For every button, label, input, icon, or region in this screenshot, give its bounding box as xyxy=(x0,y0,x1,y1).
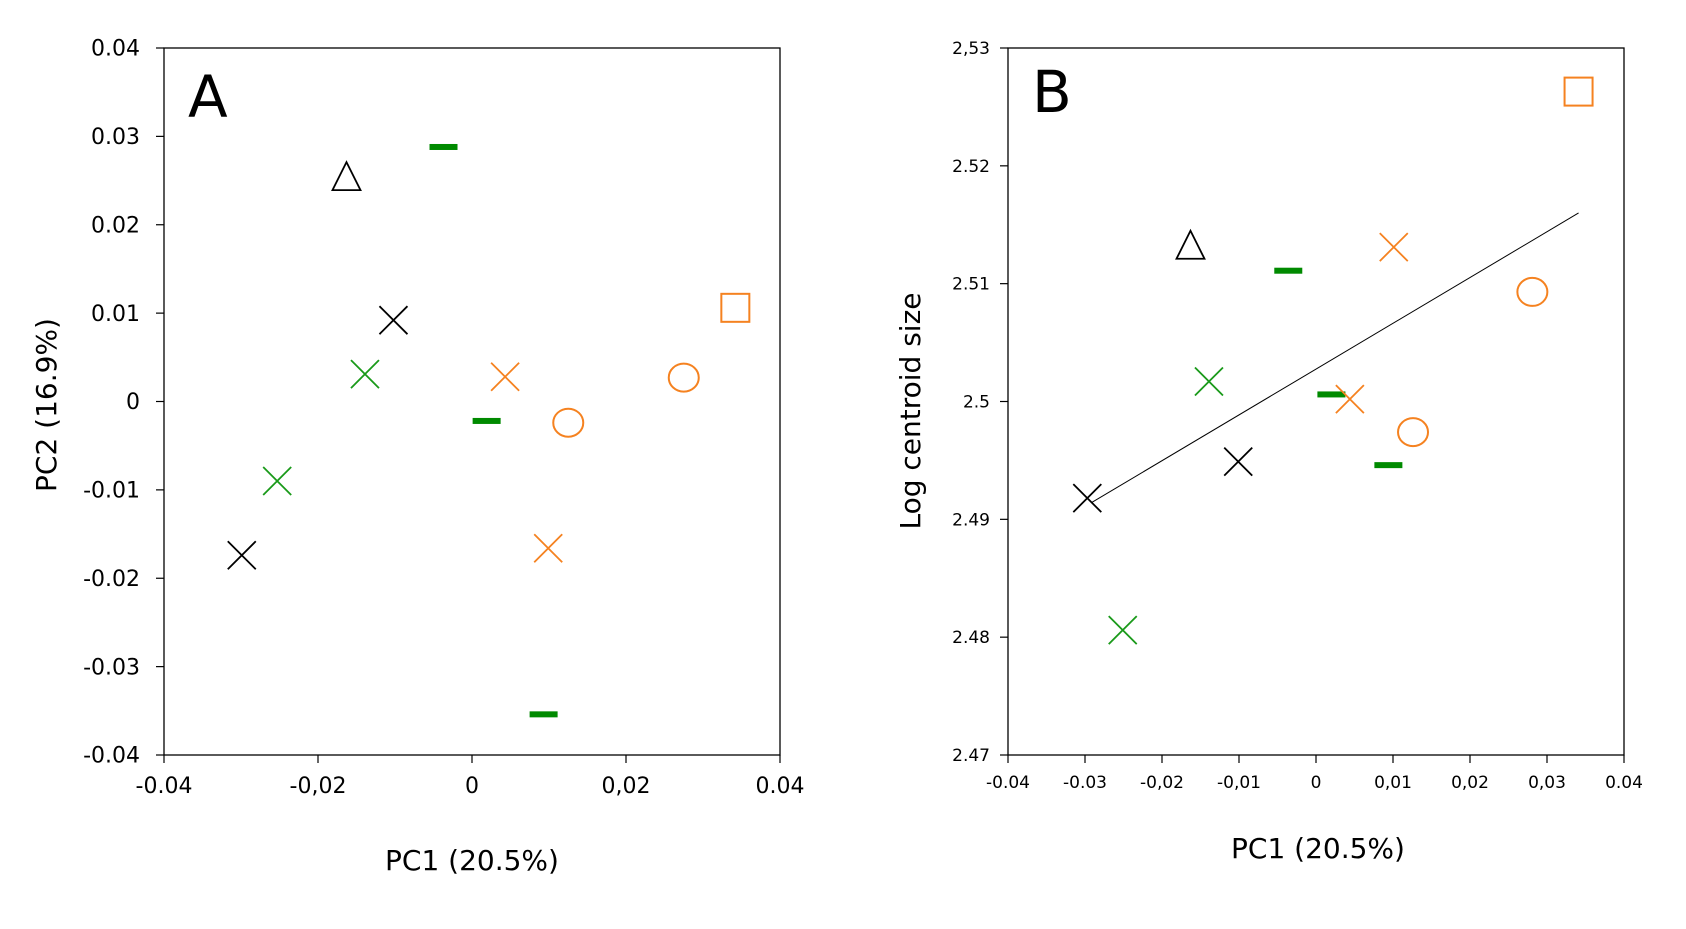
panel-b-label: B xyxy=(1032,58,1072,126)
panel-b-plot-frame xyxy=(1007,47,1625,756)
panel-b-y-tick-label: 2.51 xyxy=(952,275,990,295)
panel-a-point-square xyxy=(720,292,751,323)
panel-b-point-cross xyxy=(1194,366,1224,397)
panel-b-point-circle xyxy=(1397,417,1430,448)
panel-a-point-dash xyxy=(529,711,558,718)
panel-b-point-triangle xyxy=(1175,228,1206,260)
panel-a-y-tick-label: -0.01 xyxy=(83,479,140,504)
panel-a-y-tick-label: 0.01 xyxy=(91,302,140,327)
panel-a-y-tick-label: 0 xyxy=(126,390,140,415)
panel-a-point-dash xyxy=(429,143,458,150)
panel-a-x-tick-label: 0.04 xyxy=(756,774,805,799)
panel-a-point-dash xyxy=(472,417,501,424)
panel-a-point-circle xyxy=(667,362,700,393)
panel-b-y-tick-label: 2.52 xyxy=(952,157,990,177)
panel-a-point-cross xyxy=(262,466,292,496)
panel-a-x-tick-label: 0 xyxy=(465,774,479,799)
panel-b-x-tick-label: -0.03 xyxy=(1063,773,1107,793)
panel-b-y-tick-label: 2,53 xyxy=(952,39,990,59)
panel-b-point-cross xyxy=(1072,483,1102,513)
panel-b-x-tick-label: 0,02 xyxy=(1451,773,1489,793)
panel-b-x-tick-label: -0,01 xyxy=(1217,773,1261,793)
panel-a-x-tick-label: 0,02 xyxy=(602,774,651,799)
panel-a-y-tick-label: -0.03 xyxy=(83,655,140,680)
panel-a-y-tick-label: 0.04 xyxy=(91,37,140,62)
panel-a-point-cross xyxy=(350,359,380,389)
panel-a-point-cross xyxy=(378,305,409,335)
panel-b-x-tick-label: 0.04 xyxy=(1605,773,1643,793)
panel-a-y-tick-label: -0.02 xyxy=(83,567,140,592)
panel-b-x-tick-label: 0,01 xyxy=(1374,773,1412,793)
panel-a-point-cross xyxy=(490,362,520,392)
panel-a-point-circle xyxy=(552,407,585,438)
panel-b-point-dash xyxy=(1274,267,1303,274)
panel-a-label: A xyxy=(188,63,228,131)
panel-b-y-tick-label: 2.48 xyxy=(952,628,990,648)
panel-b-y-tick-label: 2.47 xyxy=(952,746,990,766)
panel-b-y-tick-label: 2.49 xyxy=(952,510,990,530)
panel-a-y-tick-label: 0.02 xyxy=(91,213,140,238)
panel-a-y-tick-label: 0.03 xyxy=(91,125,140,150)
panel-b-x-tick-label: -0.04 xyxy=(986,773,1030,793)
panel-b-x-axis-title: PC1 (20.5%) xyxy=(1231,832,1405,865)
panel-b-point-cross xyxy=(1108,615,1138,645)
panel-b-point-cross xyxy=(1223,446,1253,477)
panel-b-point-circle xyxy=(1516,276,1549,307)
panel-a-x-tick-label: -0.04 xyxy=(136,774,193,799)
panel-a-point-triangle xyxy=(331,160,362,192)
panel-b-regression-line xyxy=(1090,212,1579,504)
panel-b-point-cross xyxy=(1335,384,1365,414)
panel-a-y-axis-title: PC2 (16.9%) xyxy=(30,318,63,492)
panel-a-plot-frame xyxy=(163,47,781,756)
panel-a-x-axis-title: PC1 (20.5%) xyxy=(385,844,559,877)
panel-a-point-cross xyxy=(227,540,257,570)
panel-b-y-tick-label: 2.5 xyxy=(963,392,990,412)
panel-b-x-tick-label: 0,03 xyxy=(1528,773,1566,793)
panel-b-y-axis-title: Log centroid size xyxy=(894,292,927,529)
panel-b-x-tick-label: -0,02 xyxy=(1140,773,1184,793)
panel-a-point-cross xyxy=(533,533,563,563)
panel-a-y-tick-label: -0.04 xyxy=(83,744,140,769)
panel-b-point-dash xyxy=(1374,462,1403,469)
panel-b-x-tick-label: 0 xyxy=(1311,773,1322,793)
panel-b-point-dash xyxy=(1317,391,1346,398)
panel-b-point-square xyxy=(1563,76,1594,107)
panel-a-scatter: A PC1 (20.5%) PC2 (16.9%) 0.04 0.03 0.02 0.… xyxy=(30,37,804,877)
panel-a-x-tick-label: -0,02 xyxy=(290,774,347,799)
panel-b-scatter: B PC1 (20.5%) Log centroid size 2,532.52… xyxy=(894,39,1643,865)
panel-b-point-cross xyxy=(1379,232,1409,262)
